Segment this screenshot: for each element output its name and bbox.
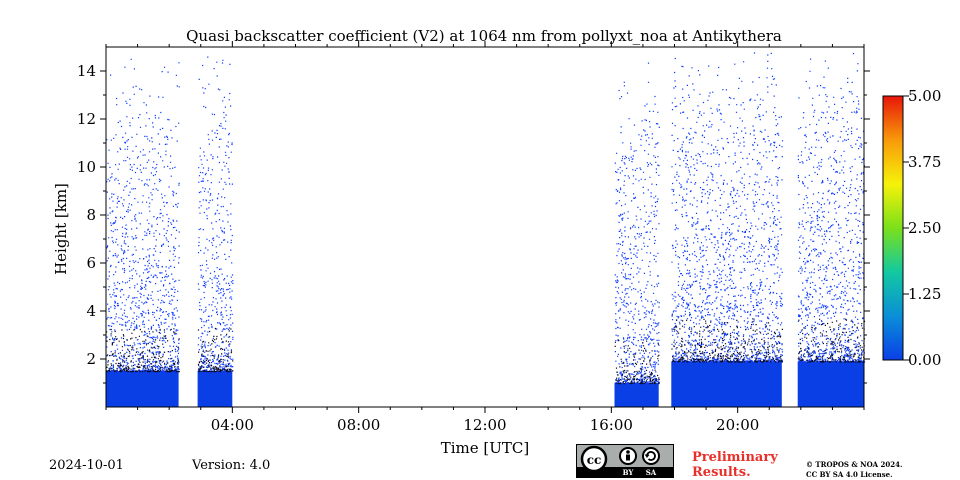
cc-label-by: BY [623, 468, 635, 477]
preliminary-line-1: Preliminary [692, 450, 778, 465]
cc-license-badge: cc BY SA [576, 444, 674, 478]
layer-fills [106, 361, 864, 407]
preliminary-notice: Preliminary Results. [692, 450, 778, 480]
x-tick-label-4: 20:00 [716, 416, 759, 434]
x-tick-label-1: 08:00 [337, 416, 380, 434]
chart-title: Quasi backscatter coefficient (V2) at 10… [186, 27, 782, 45]
y-tick-label-3: 8 [86, 206, 96, 224]
footer-date: 2024-10-01 [49, 458, 124, 473]
footer-version: Version: 4.0 [192, 458, 271, 473]
copyright-line-2: CC BY SA 4.0 License. [806, 470, 893, 479]
share-alike-icon [642, 447, 660, 465]
colorbar-tick-label-1: 1.25 [908, 285, 941, 303]
y-tick-label-6: 14 [77, 62, 96, 80]
x-tick-label-3: 16:00 [590, 416, 633, 434]
speckle-dark-1 [106, 328, 180, 373]
data-segment-1 [106, 371, 179, 407]
speckle-dark-3 [614, 339, 660, 385]
speckle-dark-4 [671, 318, 783, 363]
x-tick-label-0: 04:00 [211, 416, 254, 434]
copyright-notice: © TROPOS & NOA 2024. CC BY SA 4.0 Licens… [806, 460, 902, 480]
colorbar-tick-label-0: 0.00 [908, 351, 941, 369]
y-tick-label-1: 4 [86, 302, 96, 320]
speckle-blue-1 [106, 58, 180, 373]
data-segment-3 [614, 383, 659, 407]
y-axis-label: Height [km] [52, 183, 70, 275]
y-tick-label-0: 2 [86, 350, 96, 368]
speckle-dark-2 [197, 327, 234, 373]
data-segment-5 [797, 361, 864, 407]
colorbar-tick-label-3: 3.75 [908, 153, 941, 171]
colorbar-tick-label-4: 5.00 [908, 87, 941, 105]
x-axis-label: Time [UTC] [441, 439, 530, 457]
y-tick-label-4: 10 [77, 158, 96, 176]
speckle-blue-4 [671, 52, 784, 363]
colorbar-tick-label-2: 2.50 [908, 219, 941, 237]
data-segment-2 [197, 371, 233, 407]
cc-label-sa: SA [646, 468, 657, 477]
speckle-blue-3 [614, 62, 660, 385]
copyright-line-1: © TROPOS & NOA 2024. [806, 460, 903, 469]
speckle-blue-2 [197, 56, 234, 373]
colorbar-ticks: 0.00 1.25 2.50 3.75 5.00 [903, 87, 941, 369]
speckle-blue-5 [797, 53, 866, 363]
cc-icon [580, 445, 608, 473]
preliminary-line-2: Results. [692, 465, 751, 480]
speckle-dark-5 [797, 318, 866, 363]
colorbar [882, 95, 904, 361]
y-tick-label-5: 12 [77, 110, 96, 128]
data-segment-4 [671, 361, 782, 407]
plot-data [106, 52, 866, 407]
speckle-points [106, 52, 866, 385]
x-tick-label-2: 12:00 [463, 416, 506, 434]
svg-text:cc: cc [587, 453, 602, 467]
axes: 04:00 08:00 12:00 16:00 20:00 2 4 6 8 10 12 14 [77, 41, 870, 434]
y-tick-label-2: 6 [86, 254, 96, 272]
